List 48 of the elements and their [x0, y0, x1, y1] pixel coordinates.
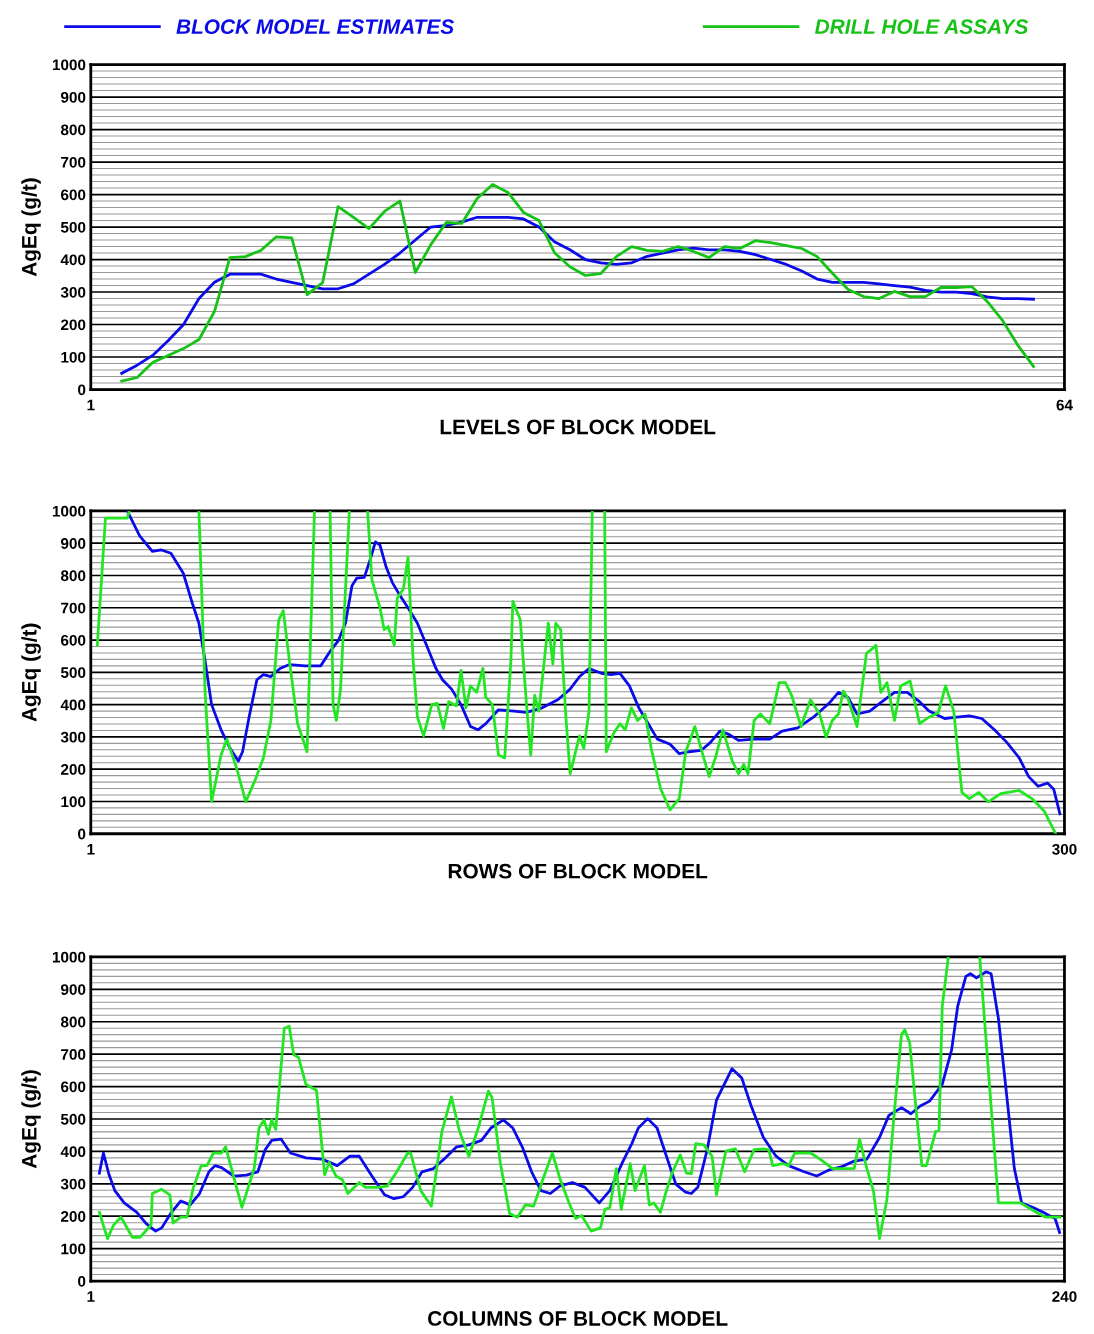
y-tick-label: 600 [61, 1081, 86, 1093]
y-tick-label: 300 [60, 731, 86, 743]
y-axis-title: AgEq (g/t) [21, 623, 41, 722]
y-tick-label: 1000 [52, 505, 86, 517]
y-tick-label: 800 [60, 124, 86, 136]
y-tick-label: 800 [60, 1016, 86, 1028]
y-tick-label: 600 [61, 189, 86, 201]
y-tick-label: 100 [61, 1243, 86, 1255]
y-tick-label: 100 [61, 351, 86, 363]
y-tick-label: 400 [60, 699, 86, 711]
line-series [120, 183, 1035, 383]
y-tick-label: 400 [60, 254, 86, 266]
y-tick-label: 500 [60, 221, 86, 233]
x-tick-label: 1 [87, 844, 95, 855]
y-tick-label: 400 [60, 1146, 86, 1158]
y-tick-label: 700 [61, 156, 86, 168]
y-tick-label: 0 [78, 828, 86, 840]
y-tick-label: 600 [61, 634, 86, 646]
y-tick-label: 1000 [52, 59, 86, 71]
x-tick-label: 1 [87, 1291, 95, 1302]
x-axis-title: ROWS OF BLOCK MODEL [448, 863, 708, 879]
y-tick-label: 100 [61, 796, 86, 808]
y-tick-label: 700 [61, 602, 86, 614]
y-tick-label: 500 [60, 1113, 86, 1125]
y-tick-label: 800 [60, 570, 86, 582]
y-tick-label: 200 [60, 1211, 86, 1222]
y-tick-label: 700 [61, 1048, 86, 1060]
line-series [120, 215, 1035, 375]
y-tick-label: 900 [60, 984, 86, 995]
y-tick-label: 200 [60, 764, 86, 775]
y-tick-label: 300 [60, 1178, 86, 1190]
legend-label: BLOCK MODEL ESTIMATES [176, 19, 454, 35]
y-axis-title: AgEq (g/t) [21, 178, 41, 277]
x-tick-label: 64 [1056, 399, 1073, 411]
y-tick-label: 0 [78, 384, 86, 396]
y-tick-label: 300 [60, 286, 86, 298]
x-axis-title: COLUMNS OF BLOCK MODEL [428, 1311, 728, 1326]
y-tick-label: 200 [60, 319, 86, 331]
y-axis-title: AgEq (g/t) [21, 1070, 41, 1169]
y-tick-label: 0 [78, 1275, 86, 1287]
legend-label: DRILL HOLE ASSAYS [814, 19, 1029, 35]
x-tick-label: 240 [1052, 1291, 1077, 1302]
y-tick-label: 500 [60, 667, 86, 679]
y-tick-label: 900 [60, 91, 86, 103]
y-tick-label: 1000 [52, 951, 86, 963]
x-axis-title: LEVELS OF BLOCK MODEL [440, 419, 716, 435]
x-tick-label: 1 [87, 399, 95, 411]
y-tick-label: 900 [60, 538, 86, 549]
